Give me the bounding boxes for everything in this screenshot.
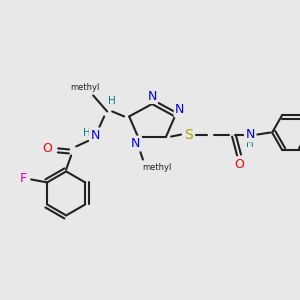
Text: N: N [175, 103, 184, 116]
Text: N: N [147, 89, 157, 103]
Text: O: O [234, 158, 244, 171]
Text: H: H [246, 139, 254, 148]
Text: N: N [91, 129, 100, 142]
Text: methyl: methyl [70, 83, 100, 92]
Text: H: H [83, 128, 91, 138]
Text: F: F [20, 172, 27, 185]
Text: methyl: methyl [142, 163, 172, 172]
Text: N: N [131, 137, 141, 150]
Text: N: N [245, 128, 255, 141]
Text: S: S [184, 128, 193, 142]
Text: O: O [42, 142, 52, 155]
Text: H: H [108, 96, 116, 106]
